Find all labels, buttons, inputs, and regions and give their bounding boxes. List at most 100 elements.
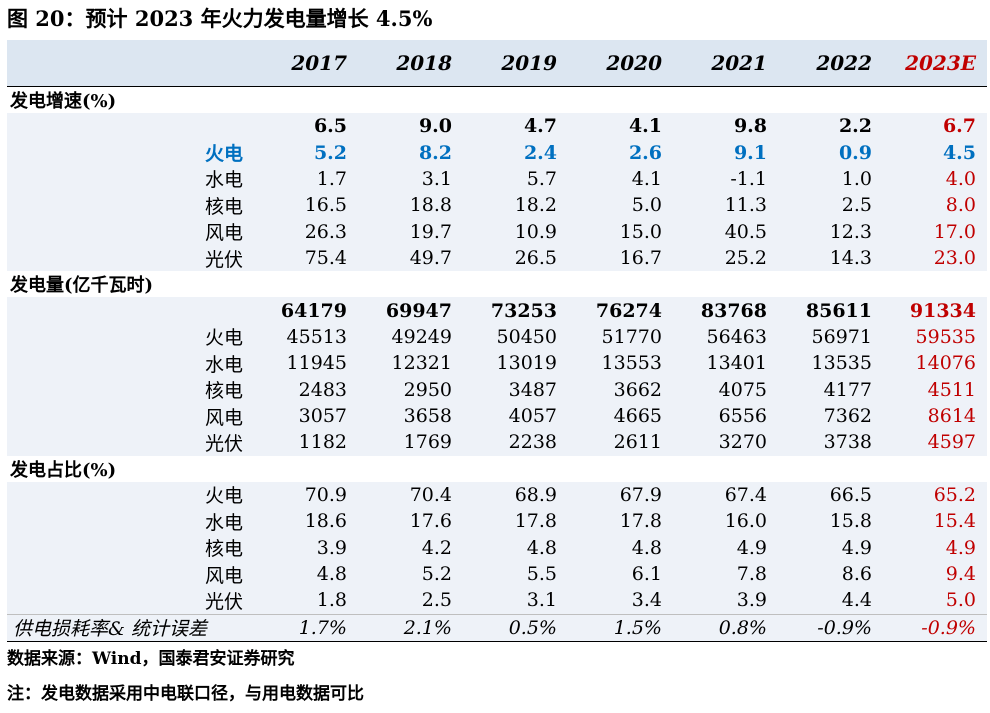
table-cell: 49.7 bbox=[409, 247, 452, 270]
table-cell: 2.1% bbox=[403, 616, 452, 639]
table-cell: 1.7% bbox=[298, 616, 347, 639]
table-cell-forecast: 6.7 bbox=[942, 115, 976, 138]
table-cell: 2.2 bbox=[838, 115, 872, 138]
row-label: 核电 bbox=[205, 195, 244, 218]
table-cell: 4.8 bbox=[316, 563, 347, 586]
table-cell-forecast: 4.5 bbox=[942, 141, 976, 164]
table-cell: 5.5 bbox=[526, 563, 557, 586]
table-cell: 69947 bbox=[385, 299, 452, 322]
table-cell: -0.9% bbox=[817, 616, 872, 639]
table-cell: 0.8% bbox=[718, 616, 767, 639]
table-cell: 56463 bbox=[706, 325, 767, 348]
section-label: 发电量(亿千瓦时) bbox=[10, 275, 154, 297]
table-cell-forecast: -0.9% bbox=[921, 616, 976, 639]
row-label: 核电 bbox=[205, 538, 244, 561]
section-header-share: 发电占比(%) bbox=[7, 456, 987, 482]
table-cell: 3662 bbox=[613, 378, 662, 401]
table-cell: 66.5 bbox=[829, 483, 872, 506]
row-label: 水电 bbox=[205, 511, 244, 534]
table-cell: 4.4 bbox=[841, 589, 872, 612]
table-cell: 3.4 bbox=[631, 589, 662, 612]
table-cell: 10.9 bbox=[514, 220, 557, 243]
table-cell: 3658 bbox=[403, 405, 452, 428]
table-row-thermal: 火电 5.2 8.2 2.4 2.6 9.1 0.9 4.5 bbox=[7, 139, 987, 166]
year-header: 2019 bbox=[501, 51, 557, 75]
table-cell: 4.2 bbox=[421, 536, 452, 559]
table-cell: 9.0 bbox=[418, 115, 452, 138]
row-label: 光伏 bbox=[205, 433, 244, 455]
source-note: 数据来源：Wind，国泰君安证券研究 bbox=[7, 649, 295, 669]
table-row: 水电 11945 12321 13019 13553 13401 13535 14076 bbox=[7, 350, 987, 376]
section-header-growth: 发电增速(%) bbox=[7, 86, 987, 113]
year-header-forecast: 2023E bbox=[905, 51, 976, 75]
table-cell: 13535 bbox=[811, 352, 872, 375]
row-label: 核电 bbox=[205, 380, 244, 403]
table-cell: 4177 bbox=[823, 378, 872, 401]
table-cell: 7.8 bbox=[736, 563, 767, 586]
table-cell: 12321 bbox=[391, 352, 452, 375]
table-cell: 18.2 bbox=[514, 194, 557, 217]
table-cell: 4.9 bbox=[736, 536, 767, 559]
table-cell: 19.7 bbox=[409, 220, 452, 243]
table-cell: 4057 bbox=[508, 405, 557, 428]
table-cell-forecast: 15.4 bbox=[933, 510, 976, 533]
table-cell: 13401 bbox=[706, 352, 767, 375]
table-cell: 17.8 bbox=[514, 510, 557, 533]
table-cell: 3057 bbox=[298, 405, 347, 428]
table-row-total: 64179 69947 73253 76274 83768 85611 91334 bbox=[7, 297, 987, 323]
table-row: 光伏 1182 1769 2238 2611 3270 3738 4597 bbox=[7, 429, 987, 455]
table-row: 风电 4.8 5.2 5.5 6.1 7.8 8.6 9.4 bbox=[7, 561, 987, 587]
year-header: 2021 bbox=[711, 51, 767, 75]
table-cell-forecast: 4511 bbox=[927, 378, 976, 401]
table-cell: 0.5% bbox=[508, 616, 557, 639]
table-cell: 4.8 bbox=[631, 536, 662, 559]
section-body-generation: 64179 69947 73253 76274 83768 85611 91334 火电 45… bbox=[7, 297, 987, 456]
table-cell: 9.8 bbox=[733, 115, 767, 138]
table-cell: 4.8 bbox=[526, 536, 557, 559]
table-cell: 70.4 bbox=[409, 483, 452, 506]
table-cell: 50450 bbox=[496, 325, 557, 348]
table-cell: 2.6 bbox=[628, 141, 662, 164]
table-cell: 11.3 bbox=[724, 194, 767, 217]
table-cell: 73253 bbox=[490, 299, 557, 322]
row-label: 光伏 bbox=[205, 590, 244, 613]
table-cell: 4.9 bbox=[841, 536, 872, 559]
year-header: 2022 bbox=[816, 51, 872, 75]
figure-title: 图 20：预计 2023 年火力发电量增长 4.5% bbox=[7, 6, 433, 31]
table-cell: 67.9 bbox=[619, 483, 662, 506]
table-row: 水电 1.7 3.1 5.7 4.1 -1.1 1.0 4.0 bbox=[7, 166, 987, 192]
section-body-share: 火电 70.9 70.4 68.9 67.9 67.4 66.5 65.2 水电 18.6 17.… bbox=[7, 481, 987, 614]
section-label: 发电占比(%) bbox=[10, 459, 117, 481]
table-cell-forecast: 91334 bbox=[909, 299, 976, 322]
table-cell: 2.5 bbox=[841, 194, 872, 217]
footnote: 注：发电数据采用中电联口径，与用电数据可比 bbox=[7, 684, 364, 704]
table-cell: 6.5 bbox=[313, 115, 347, 138]
table-cell: -1.1 bbox=[730, 167, 767, 190]
data-table: 2017 2018 2019 2020 2021 2022 2023E 发电增速… bbox=[7, 40, 987, 642]
table-row: 火电 45513 49249 50450 51770 56463 56971 59535 bbox=[7, 324, 987, 350]
table-cell: 18.8 bbox=[409, 194, 452, 217]
table-cell: 26.5 bbox=[514, 247, 557, 270]
table-cell: 0.9 bbox=[838, 141, 872, 164]
table-cell: 17.8 bbox=[619, 510, 662, 533]
table-cell: 8.6 bbox=[841, 563, 872, 586]
table-cell: 64179 bbox=[280, 299, 347, 322]
year-header: 2017 bbox=[291, 51, 347, 75]
row-label: 风电 bbox=[205, 406, 244, 429]
table-cell: 26.3 bbox=[304, 220, 347, 243]
table-cell: 67.4 bbox=[724, 483, 767, 506]
table-cell: 4.1 bbox=[631, 167, 662, 190]
table-cell: 17.6 bbox=[409, 510, 452, 533]
table-row-total: 6.5 9.0 4.7 4.1 9.8 2.2 6.7 bbox=[7, 113, 987, 139]
table-cell: 1.7 bbox=[316, 167, 347, 190]
table-cell: 1.8 bbox=[316, 589, 347, 612]
table-cell-forecast: 23.0 bbox=[933, 247, 976, 270]
table-cell: 7362 bbox=[823, 405, 872, 428]
table-cell-forecast: 8614 bbox=[927, 405, 976, 428]
table-cell-forecast: 17.0 bbox=[933, 220, 976, 243]
table-row: 光伏 75.4 49.7 26.5 16.7 25.2 14.3 23.0 bbox=[7, 245, 987, 271]
section-label: 发电增速(%) bbox=[10, 91, 117, 112]
table-cell: 1.5% bbox=[613, 616, 662, 639]
table-cell: 76274 bbox=[595, 299, 662, 322]
table-cell-forecast: 5.0 bbox=[945, 589, 976, 612]
